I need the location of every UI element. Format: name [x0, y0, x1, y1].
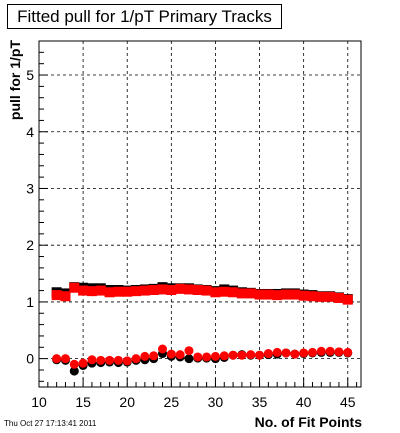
y-tick-label: 3 [26, 180, 34, 196]
data-point [96, 355, 106, 365]
data-point [255, 350, 265, 360]
data-point [343, 347, 353, 357]
data-point [175, 350, 185, 360]
data-point [157, 284, 168, 295]
data-point [246, 350, 256, 360]
data-point [219, 286, 230, 297]
data-point [60, 291, 71, 302]
data-point [158, 344, 168, 354]
x-tick-label: 40 [296, 394, 312, 410]
data-point [228, 350, 238, 360]
data-marks [51, 282, 353, 376]
data-point [316, 346, 326, 356]
data-point [202, 352, 212, 362]
data-point [122, 356, 132, 366]
data-point [342, 294, 353, 305]
data-point [263, 349, 273, 359]
data-point [139, 285, 150, 296]
axis-ticks [38, 40, 358, 387]
data-point [113, 355, 123, 365]
x-tick-label: 30 [208, 394, 224, 410]
data-point [245, 288, 256, 299]
data-point [69, 359, 79, 369]
data-point [193, 352, 203, 362]
x-tick-label: 20 [119, 394, 135, 410]
y-tick-label: 2 [26, 237, 34, 253]
data-point [140, 351, 150, 361]
y-axis-label: pull for 1/pT [7, 40, 23, 121]
data-point [210, 351, 220, 361]
data-point [272, 347, 282, 357]
data-point [263, 289, 274, 300]
timestamp: Thu Oct 27 17:13:41 2011 [4, 419, 97, 428]
data-point [325, 346, 335, 356]
data-point [60, 354, 70, 364]
y-tick-label: 4 [26, 124, 34, 140]
x-axis-label: No. of Fit Points [255, 414, 363, 430]
y-tick-label: 0 [26, 351, 34, 367]
x-tick-label: 15 [75, 394, 91, 410]
data-point [298, 290, 309, 301]
series-circle-ff0000 [52, 344, 353, 369]
data-point [149, 351, 159, 361]
chart-title: Fitted pull for 1/pT Primary Tracks [7, 4, 282, 29]
data-point [95, 285, 106, 296]
data-point [334, 347, 344, 357]
data-point [228, 287, 239, 298]
data-point [237, 350, 247, 360]
data-point [113, 286, 124, 297]
x-tick-label: 10 [31, 394, 47, 410]
data-point [166, 349, 176, 359]
data-point [254, 289, 265, 300]
data-point [183, 284, 194, 295]
data-point [166, 285, 177, 296]
x-tick-label: 35 [252, 394, 268, 410]
data-point [184, 354, 194, 364]
data-point [316, 291, 327, 302]
data-point [184, 346, 194, 356]
data-point [69, 366, 79, 376]
data-point [299, 348, 309, 358]
data-point [325, 291, 336, 302]
data-point [281, 348, 291, 358]
data-point [290, 349, 300, 359]
data-point [131, 286, 142, 297]
data-point [52, 354, 62, 364]
y-tick-label: 1 [26, 294, 34, 310]
data-point [87, 355, 97, 365]
grid-lines [38, 41, 361, 387]
data-point [105, 355, 115, 365]
data-point [104, 287, 115, 298]
data-point [236, 288, 247, 299]
data-point [78, 358, 88, 368]
data-point [201, 285, 212, 296]
data-point [281, 289, 292, 300]
data-point [122, 286, 133, 297]
data-point [333, 292, 344, 303]
data-point [78, 285, 89, 296]
data-point [51, 290, 62, 301]
data-point [131, 354, 141, 364]
data-point [192, 285, 203, 296]
data-point [86, 286, 97, 297]
data-point [148, 285, 159, 296]
data-point [69, 282, 80, 293]
data-point [175, 283, 186, 294]
data-point [289, 289, 300, 300]
y-tick-label: 5 [26, 67, 34, 83]
x-tick-label: 45 [340, 394, 356, 410]
data-point [307, 347, 317, 357]
data-point [219, 351, 229, 361]
data-point [307, 291, 318, 302]
x-tick-label: 25 [164, 394, 180, 410]
series-square-ff0000 [51, 282, 353, 305]
data-point [210, 287, 221, 298]
plot-frame [38, 40, 362, 388]
data-point [272, 290, 283, 301]
